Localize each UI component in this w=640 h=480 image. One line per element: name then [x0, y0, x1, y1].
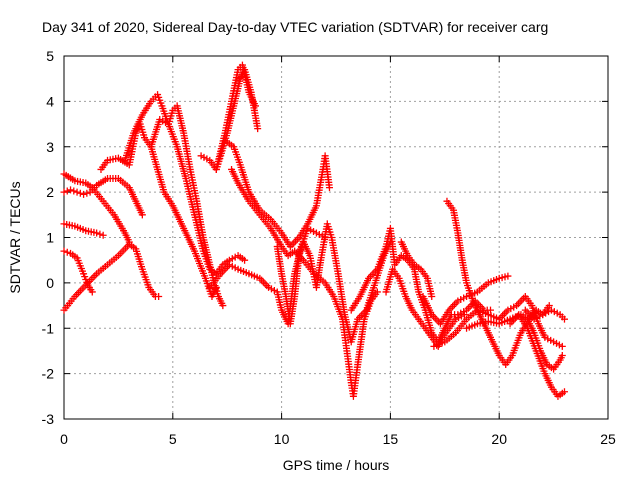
data-point [60, 188, 68, 196]
y-tick-label: 1 [46, 230, 54, 246]
y-tick-label: 0 [46, 275, 54, 291]
series-arc-14 [273, 220, 394, 346]
series-arc-03 [60, 220, 107, 239]
y-tick-label: -1 [42, 320, 55, 336]
data-point [560, 315, 568, 323]
series-arc-20 [430, 292, 566, 350]
y-tick-label: 5 [46, 48, 54, 64]
x-tick-label: 5 [169, 431, 177, 447]
y-tick-label: -2 [42, 366, 55, 382]
x-tick-label: 10 [274, 431, 290, 447]
series-arc-23 [521, 306, 568, 323]
y-tick-label: -3 [42, 411, 55, 427]
data-point [83, 189, 91, 197]
series-arc-05 [60, 170, 133, 246]
data-point [428, 292, 436, 300]
x-tick-label: 25 [600, 431, 616, 447]
x-tick-label: 0 [60, 431, 68, 447]
x-axis-label: GPS time / hours [283, 457, 390, 473]
data-point [96, 230, 104, 238]
data-point [558, 351, 566, 359]
data-point [76, 189, 84, 197]
y-tick-label: 2 [46, 184, 54, 200]
series-arc-11 [223, 138, 333, 251]
data-point [241, 256, 249, 264]
series-arc-10 [212, 61, 259, 173]
series-arc-18 [419, 272, 512, 328]
series-arc-17 [397, 238, 436, 300]
series-arc-06 [97, 120, 220, 300]
series-arc-16 [382, 265, 468, 350]
data-point [373, 288, 381, 296]
data-point [254, 125, 262, 133]
data-point [67, 186, 75, 194]
data-point [251, 102, 259, 110]
axis-ticks: 0 5 10 15 20 25 -3 -2 -1 0 1 2 3 4 5 [42, 48, 616, 447]
data-point [80, 190, 88, 198]
y-tick-label: 3 [46, 139, 54, 155]
data-point [545, 302, 553, 310]
data-point [99, 231, 107, 239]
x-tick-label: 15 [383, 431, 399, 447]
x-tick-label: 20 [491, 431, 507, 447]
series-arc-22 [506, 311, 568, 400]
series-arc-13 [206, 224, 329, 328]
data-point [560, 388, 568, 396]
data-points [60, 61, 568, 400]
data-point [460, 311, 468, 319]
data-point [63, 187, 71, 195]
data-point [88, 288, 96, 296]
data-point [73, 188, 81, 196]
data-point [125, 238, 133, 246]
data-point [155, 292, 163, 300]
data-point [325, 184, 333, 192]
series-arc-07 [121, 91, 249, 278]
data-point [70, 187, 78, 195]
y-axis-label: SDTVAR / TECUs [7, 181, 23, 293]
series-arc-08 [147, 102, 227, 310]
data-point [558, 342, 566, 350]
data-point [219, 302, 227, 310]
data-point [93, 229, 101, 237]
series-arc-01 [60, 240, 163, 314]
data-point [60, 247, 68, 255]
y-tick-label: 4 [46, 93, 54, 109]
data-point [504, 272, 512, 280]
data-point [138, 211, 146, 219]
chart-title: Day 341 of 2020, Sidereal Day-to-day VTE… [42, 19, 548, 35]
data-point [63, 248, 71, 256]
series-arc-02 [60, 247, 96, 296]
